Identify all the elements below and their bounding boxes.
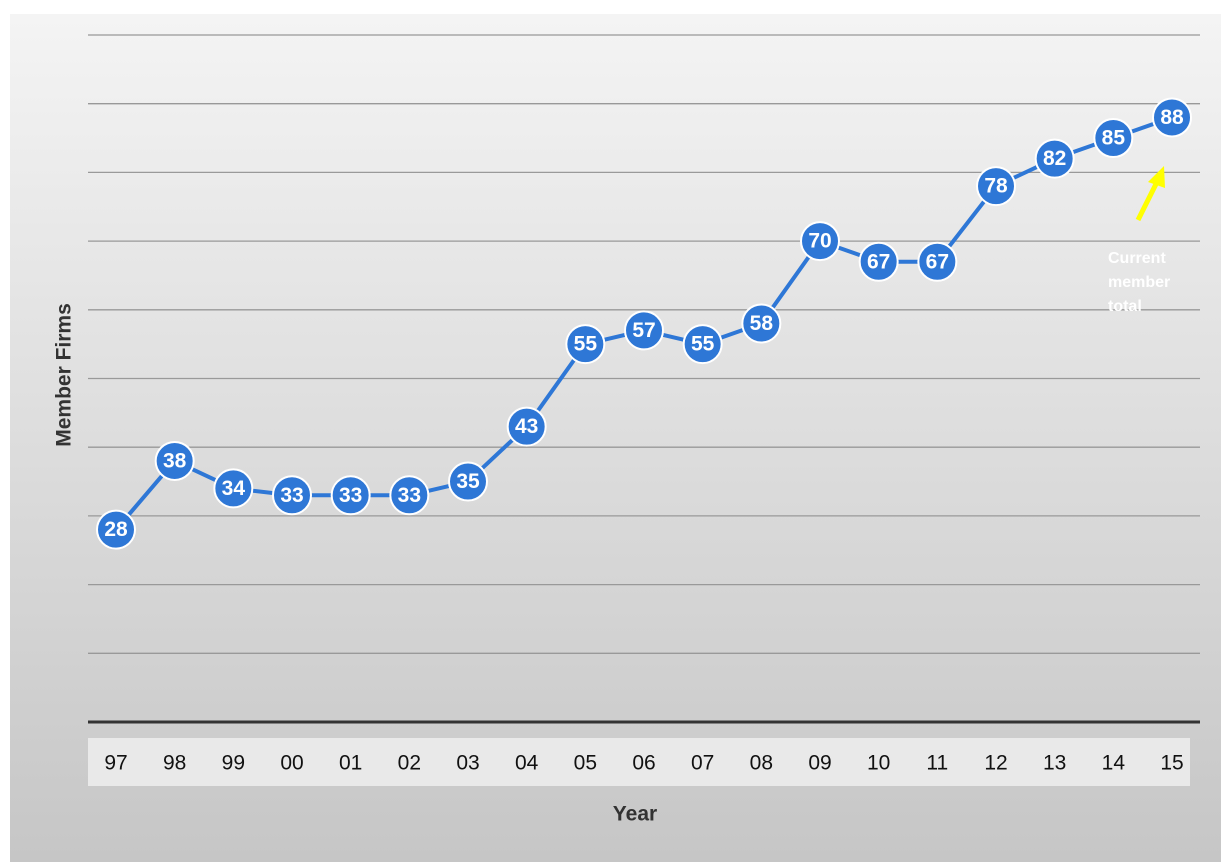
data-point	[858, 241, 899, 282]
data-point	[96, 509, 136, 550]
data-label: 55	[574, 333, 598, 356]
plot-background	[10, 14, 1221, 862]
x-tick-label: 06	[632, 752, 655, 775]
data-point	[330, 475, 371, 516]
data-point	[1093, 118, 1134, 159]
data-point	[976, 166, 1016, 207]
data-point	[389, 475, 430, 516]
data-label: 55	[691, 333, 715, 356]
data-point	[682, 324, 723, 365]
x-tick-label: 12	[984, 752, 1007, 775]
data-label: 43	[515, 415, 538, 438]
data-label: 57	[632, 319, 655, 342]
data-point	[1152, 97, 1192, 138]
data-label: 58	[750, 312, 774, 335]
data-label: 67	[926, 250, 949, 273]
x-tick-label: 05	[574, 752, 597, 775]
x-tick-label: 07	[691, 752, 714, 775]
x-tick-label: 00	[280, 752, 303, 775]
x-tick-label: 02	[398, 752, 421, 775]
data-point	[1034, 138, 1075, 179]
x-axis-title: Year	[613, 803, 657, 826]
x-tick-label: 13	[1043, 752, 1066, 775]
data-label: 33	[398, 484, 421, 507]
annotation-arrowhead	[1148, 166, 1165, 188]
x-tick-label: 14	[1102, 752, 1126, 775]
data-point	[741, 303, 782, 344]
annotation-text: total	[1108, 298, 1142, 315]
x-tick-label: 15	[1160, 752, 1183, 775]
data-point	[917, 241, 958, 282]
category-strip	[88, 738, 1190, 786]
data-label: 35	[456, 470, 480, 493]
data-point	[565, 324, 606, 365]
data-label: 78	[984, 175, 1008, 198]
y-axis-title: Member Firms	[53, 303, 76, 447]
data-label: 82	[1043, 147, 1066, 170]
data-point	[624, 310, 664, 351]
x-tick-label: 01	[339, 752, 362, 775]
data-label: 38	[163, 449, 187, 472]
data-label: 33	[339, 484, 362, 507]
data-label: 33	[280, 484, 303, 507]
data-label: 67	[867, 250, 890, 273]
x-tick-label: 97	[104, 752, 127, 775]
data-point	[154, 440, 195, 481]
x-tick-label: 04	[515, 752, 539, 775]
data-label: 28	[104, 518, 128, 541]
x-tick-label: 98	[163, 752, 186, 775]
x-tick-label: 99	[222, 752, 245, 775]
data-point	[506, 406, 547, 447]
data-label: 85	[1102, 127, 1126, 150]
data-label: 88	[1160, 106, 1184, 129]
data-label: 70	[808, 230, 831, 253]
x-tick-label: 03	[456, 752, 479, 775]
data-point	[272, 475, 312, 516]
x-tick-label: 09	[808, 752, 831, 775]
x-tick-label: 10	[867, 752, 890, 775]
annotation-arrow	[1135, 180, 1160, 222]
annotation-text: Current	[1108, 250, 1166, 267]
data-point	[213, 468, 254, 509]
data-point	[800, 221, 840, 262]
x-tick-label: 08	[750, 752, 773, 775]
x-tick-label: 11	[926, 752, 948, 775]
data-point	[448, 461, 488, 502]
data-label: 34	[222, 477, 246, 500]
annotation-text: member	[1108, 274, 1170, 291]
